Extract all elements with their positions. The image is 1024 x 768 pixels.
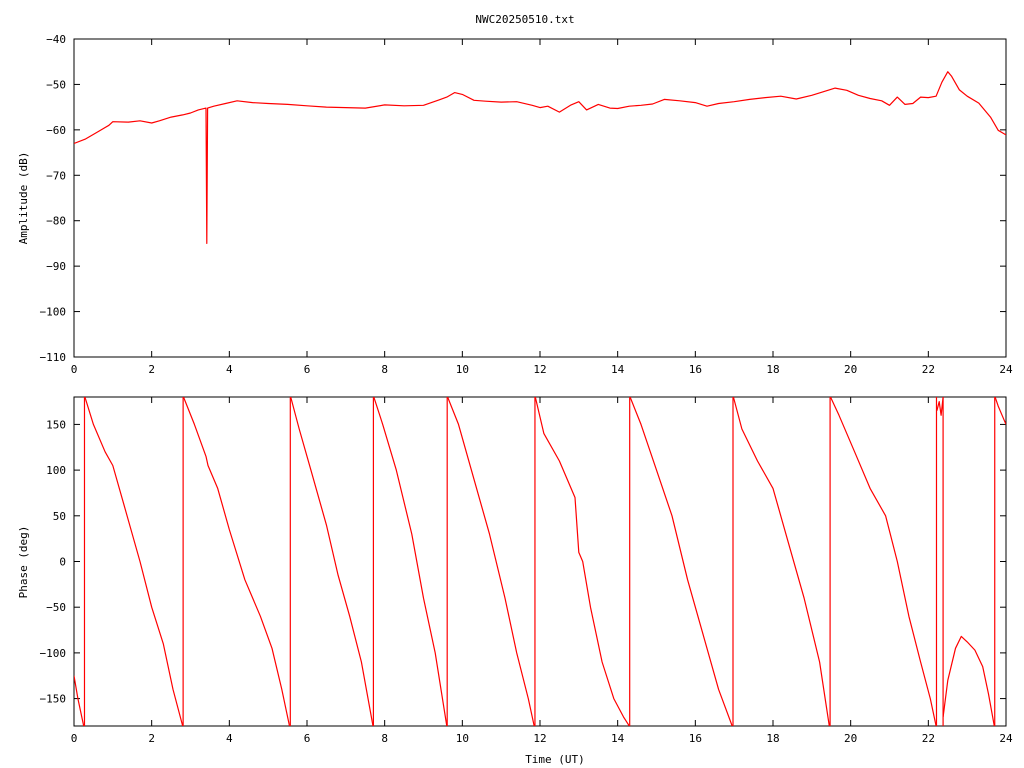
amplitude-x-tick-label: 0	[71, 363, 78, 376]
phase-y-tick-label: −50	[46, 601, 66, 614]
phase-x-tick-label: 20	[844, 732, 857, 745]
phase-series-line-1	[84, 397, 184, 726]
phase-y-axis-label: Phase (deg)	[17, 526, 30, 599]
amplitude-y-tick-label: −110	[40, 351, 67, 364]
amplitude-x-tick-label: 14	[611, 363, 625, 376]
phase-series-line-8	[732, 397, 830, 726]
phase-series-line-12	[994, 397, 1006, 425]
amplitude-y-tick-label: −50	[46, 78, 66, 91]
phase-series-line-10	[936, 397, 944, 416]
phase-panel: 0 2 4 6 8 10 12 14 16 18 20 22 24150100500−50−100−15…	[17, 396, 1013, 766]
amplitude-x-tick-label: 8	[381, 363, 388, 376]
phase-series-line-2	[182, 397, 291, 726]
phase-y-tick-label: 0	[59, 556, 66, 569]
amplitude-x-tick-label: 12	[533, 363, 546, 376]
amplitude-series-line-0	[74, 71, 1006, 244]
amplitude-x-tick-label: 2	[148, 363, 155, 376]
phase-x-tick-label: 10	[456, 732, 469, 745]
amplitude-series-layer	[74, 71, 1006, 244]
phase-y-tick-label: −150	[40, 693, 67, 706]
amplitude-y-tick-label: −80	[46, 215, 66, 228]
amplitude-y-tick-label: −60	[46, 124, 66, 137]
phase-series-line-4	[373, 397, 448, 726]
amplitude-x-tick-label: 4	[226, 363, 233, 376]
amplitude-y-tick-label: −40	[46, 33, 66, 46]
amplitude-panel: 0 2 4 6 8 10 12 14 16 18 20 22 24−40−50−60−70−80−90−…	[17, 33, 1013, 376]
phase-x-tick-label: 18	[766, 732, 779, 745]
phase-y-tick-label: 100	[46, 464, 66, 477]
phase-y-tick-label: 150	[46, 418, 66, 431]
amplitude-x-tick-label: 6	[304, 363, 311, 376]
amplitude-x-tick-label: 20	[844, 363, 857, 376]
amplitude-x-tick-label: 24	[999, 363, 1013, 376]
phase-x-tick-label: 0	[71, 732, 78, 745]
phase-series-line-5	[447, 397, 535, 726]
phase-series-layer	[74, 397, 1006, 726]
phase-x-tick-label: 16	[689, 732, 702, 745]
phase-y-tick-label: 50	[53, 510, 66, 523]
phase-y-tick-label: −100	[40, 647, 67, 660]
phase-series-line-3	[290, 397, 374, 726]
amplitude-x-tick-label: 10	[456, 363, 469, 376]
phase-series-line-6	[534, 397, 630, 726]
phase-series-line-9	[829, 397, 937, 726]
phase-series-line-0	[74, 675, 85, 726]
chart-title: NWC20250510.txt	[475, 13, 574, 26]
phase-x-tick-label: 8	[381, 732, 388, 745]
phase-x-tick-label: 14	[611, 732, 625, 745]
phase-x-tick-label: 24	[999, 732, 1013, 745]
phase-x-tick-label: 12	[533, 732, 546, 745]
phase-x-tick-label: 22	[922, 732, 935, 745]
amplitude-y-tick-label: −70	[46, 169, 66, 182]
amplitude-y-tick-label: −90	[46, 260, 66, 273]
phase-series-line-11	[942, 635, 995, 726]
phase-x-tick-label: 6	[304, 732, 311, 745]
amplitude-x-tick-label: 22	[922, 363, 935, 376]
amplitude-x-tick-label: 18	[766, 363, 779, 376]
phase-series-line-7	[629, 397, 733, 726]
phase-x-tick-label: 4	[226, 732, 233, 745]
phase-x-tick-label: 2	[148, 732, 155, 745]
amplitude-x-tick-label: 16	[689, 363, 702, 376]
amplitude-y-axis-label: Amplitude (dB)	[17, 152, 30, 245]
amplitude-y-tick-label: −100	[40, 306, 67, 319]
phase-x-axis-label: Time (UT)	[525, 753, 585, 766]
